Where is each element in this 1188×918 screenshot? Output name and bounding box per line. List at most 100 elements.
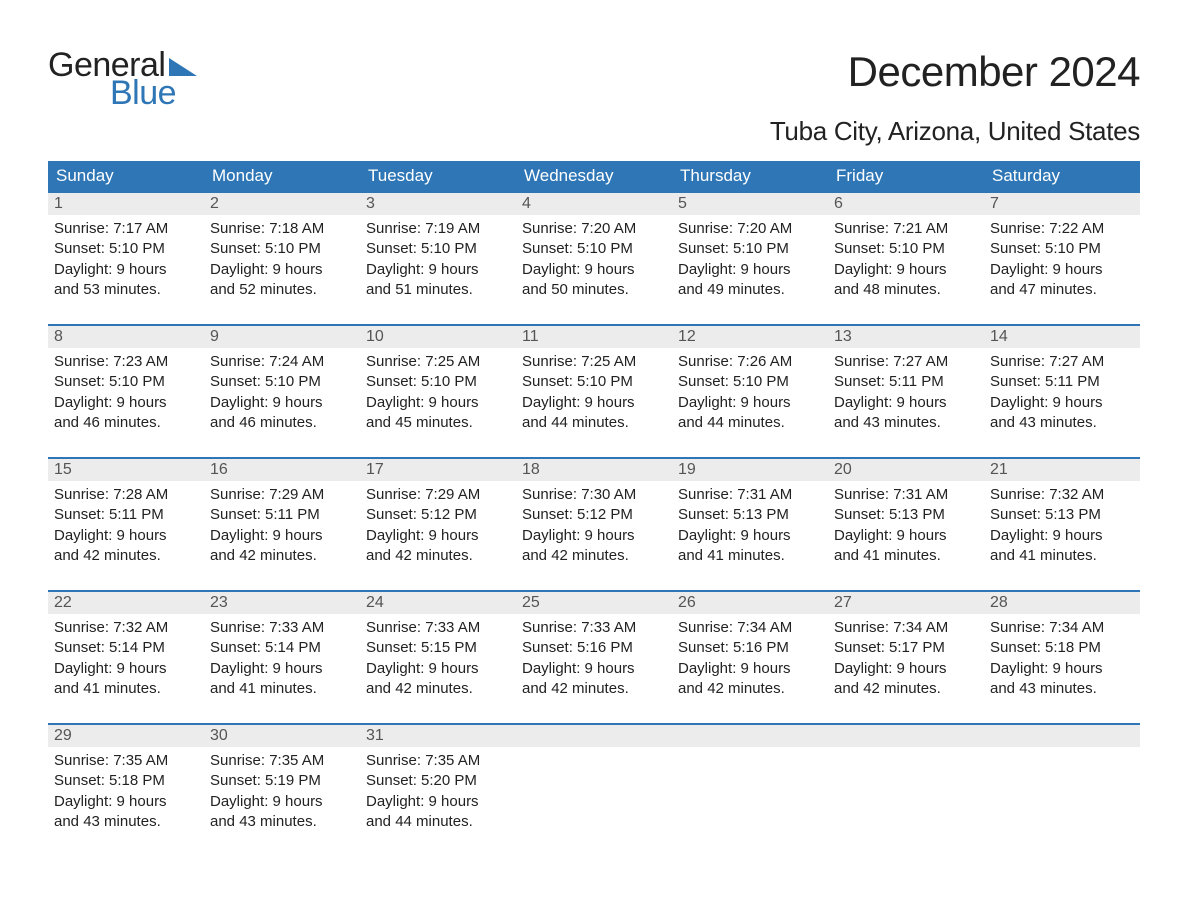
daylight-line: and 42 minutes. (678, 679, 822, 699)
day-cell: 5Sunrise: 7:20 AMSunset: 5:10 PMDaylight… (672, 193, 828, 300)
day-body: Sunrise: 7:29 AMSunset: 5:11 PMDaylight:… (204, 481, 360, 566)
daylight-line: Daylight: 9 hours (54, 526, 198, 546)
sunrise-line: Sunrise: 7:33 AM (522, 618, 666, 638)
sunset-line: Sunset: 5:10 PM (522, 372, 666, 392)
sunrise-line: Sunrise: 7:29 AM (366, 485, 510, 505)
daylight-line: and 44 minutes. (678, 413, 822, 433)
day-number: 21 (984, 459, 1140, 481)
sunset-line: Sunset: 5:14 PM (54, 638, 198, 658)
day-cell: 8Sunrise: 7:23 AMSunset: 5:10 PMDaylight… (48, 326, 204, 433)
sunset-line: Sunset: 5:10 PM (366, 372, 510, 392)
day-number: 1 (48, 193, 204, 215)
weekday-header: Monday (204, 161, 360, 191)
sunset-line: Sunset: 5:10 PM (366, 239, 510, 259)
day-cell: 25Sunrise: 7:33 AMSunset: 5:16 PMDayligh… (516, 592, 672, 699)
daylight-line: Daylight: 9 hours (210, 659, 354, 679)
daylight-line: Daylight: 9 hours (210, 393, 354, 413)
sunrise-line: Sunrise: 7:18 AM (210, 219, 354, 239)
daylight-line: Daylight: 9 hours (54, 792, 198, 812)
weekday-header: Wednesday (516, 161, 672, 191)
day-number: 26 (672, 592, 828, 614)
day-number (984, 725, 1140, 747)
day-cell: 1Sunrise: 7:17 AMSunset: 5:10 PMDaylight… (48, 193, 204, 300)
weekday-header: Saturday (984, 161, 1140, 191)
day-number: 15 (48, 459, 204, 481)
daylight-line: Daylight: 9 hours (54, 260, 198, 280)
day-number: 13 (828, 326, 984, 348)
day-cell: 19Sunrise: 7:31 AMSunset: 5:13 PMDayligh… (672, 459, 828, 566)
day-body: Sunrise: 7:23 AMSunset: 5:10 PMDaylight:… (48, 348, 204, 433)
day-cell: 16Sunrise: 7:29 AMSunset: 5:11 PMDayligh… (204, 459, 360, 566)
sunset-line: Sunset: 5:10 PM (210, 239, 354, 259)
day-number: 3 (360, 193, 516, 215)
day-cell: 17Sunrise: 7:29 AMSunset: 5:12 PMDayligh… (360, 459, 516, 566)
day-number: 18 (516, 459, 672, 481)
day-cell: 4Sunrise: 7:20 AMSunset: 5:10 PMDaylight… (516, 193, 672, 300)
daylight-line: and 53 minutes. (54, 280, 198, 300)
sunset-line: Sunset: 5:17 PM (834, 638, 978, 658)
day-cell: 14Sunrise: 7:27 AMSunset: 5:11 PMDayligh… (984, 326, 1140, 433)
day-cell: 11Sunrise: 7:25 AMSunset: 5:10 PMDayligh… (516, 326, 672, 433)
day-number: 2 (204, 193, 360, 215)
daylight-line: Daylight: 9 hours (522, 260, 666, 280)
day-body: Sunrise: 7:28 AMSunset: 5:11 PMDaylight:… (48, 481, 204, 566)
daylight-line: Daylight: 9 hours (678, 393, 822, 413)
day-cell: 15Sunrise: 7:28 AMSunset: 5:11 PMDayligh… (48, 459, 204, 566)
day-body: Sunrise: 7:34 AMSunset: 5:17 PMDaylight:… (828, 614, 984, 699)
daylight-line: Daylight: 9 hours (210, 526, 354, 546)
day-body: Sunrise: 7:31 AMSunset: 5:13 PMDaylight:… (672, 481, 828, 566)
daylight-line: Daylight: 9 hours (210, 260, 354, 280)
weekday-header: Sunday (48, 161, 204, 191)
day-number: 23 (204, 592, 360, 614)
day-cell: 12Sunrise: 7:26 AMSunset: 5:10 PMDayligh… (672, 326, 828, 433)
day-body: Sunrise: 7:33 AMSunset: 5:16 PMDaylight:… (516, 614, 672, 699)
day-cell: 2Sunrise: 7:18 AMSunset: 5:10 PMDaylight… (204, 193, 360, 300)
daylight-line: Daylight: 9 hours (366, 526, 510, 546)
day-body (516, 747, 672, 751)
sunrise-line: Sunrise: 7:25 AM (366, 352, 510, 372)
day-number: 7 (984, 193, 1140, 215)
sunrise-line: Sunrise: 7:26 AM (678, 352, 822, 372)
day-cell: 6Sunrise: 7:21 AMSunset: 5:10 PMDaylight… (828, 193, 984, 300)
day-body: Sunrise: 7:35 AMSunset: 5:18 PMDaylight:… (48, 747, 204, 832)
sunset-line: Sunset: 5:10 PM (522, 239, 666, 259)
day-body (828, 747, 984, 751)
header: General Blue December 2024 (48, 48, 1140, 110)
day-cell: 26Sunrise: 7:34 AMSunset: 5:16 PMDayligh… (672, 592, 828, 699)
day-cell (516, 725, 672, 832)
day-number (516, 725, 672, 747)
day-body: Sunrise: 7:18 AMSunset: 5:10 PMDaylight:… (204, 215, 360, 300)
sunrise-line: Sunrise: 7:25 AM (522, 352, 666, 372)
daylight-line: and 43 minutes. (210, 812, 354, 832)
day-number: 27 (828, 592, 984, 614)
day-number (672, 725, 828, 747)
sunset-line: Sunset: 5:18 PM (990, 638, 1134, 658)
sunset-line: Sunset: 5:16 PM (678, 638, 822, 658)
daylight-line: Daylight: 9 hours (210, 792, 354, 812)
sunrise-line: Sunrise: 7:20 AM (522, 219, 666, 239)
daylight-line: Daylight: 9 hours (522, 526, 666, 546)
sunrise-line: Sunrise: 7:24 AM (210, 352, 354, 372)
week-row: 1Sunrise: 7:17 AMSunset: 5:10 PMDaylight… (48, 191, 1140, 300)
day-cell: 20Sunrise: 7:31 AMSunset: 5:13 PMDayligh… (828, 459, 984, 566)
day-cell: 30Sunrise: 7:35 AMSunset: 5:19 PMDayligh… (204, 725, 360, 832)
weekday-header: Friday (828, 161, 984, 191)
day-number: 24 (360, 592, 516, 614)
day-body: Sunrise: 7:31 AMSunset: 5:13 PMDaylight:… (828, 481, 984, 566)
day-number: 25 (516, 592, 672, 614)
sunrise-line: Sunrise: 7:33 AM (210, 618, 354, 638)
sunset-line: Sunset: 5:12 PM (366, 505, 510, 525)
day-cell: 28Sunrise: 7:34 AMSunset: 5:18 PMDayligh… (984, 592, 1140, 699)
sunrise-line: Sunrise: 7:33 AM (366, 618, 510, 638)
calendar: Sunday Monday Tuesday Wednesday Thursday… (48, 161, 1140, 832)
day-body: Sunrise: 7:27 AMSunset: 5:11 PMDaylight:… (828, 348, 984, 433)
day-cell: 22Sunrise: 7:32 AMSunset: 5:14 PMDayligh… (48, 592, 204, 699)
daylight-line: and 41 minutes. (834, 546, 978, 566)
day-body (672, 747, 828, 751)
daylight-line: Daylight: 9 hours (366, 659, 510, 679)
sunset-line: Sunset: 5:10 PM (54, 239, 198, 259)
day-cell: 31Sunrise: 7:35 AMSunset: 5:20 PMDayligh… (360, 725, 516, 832)
daylight-line: and 43 minutes. (990, 413, 1134, 433)
sunrise-line: Sunrise: 7:27 AM (990, 352, 1134, 372)
daylight-line: Daylight: 9 hours (678, 659, 822, 679)
